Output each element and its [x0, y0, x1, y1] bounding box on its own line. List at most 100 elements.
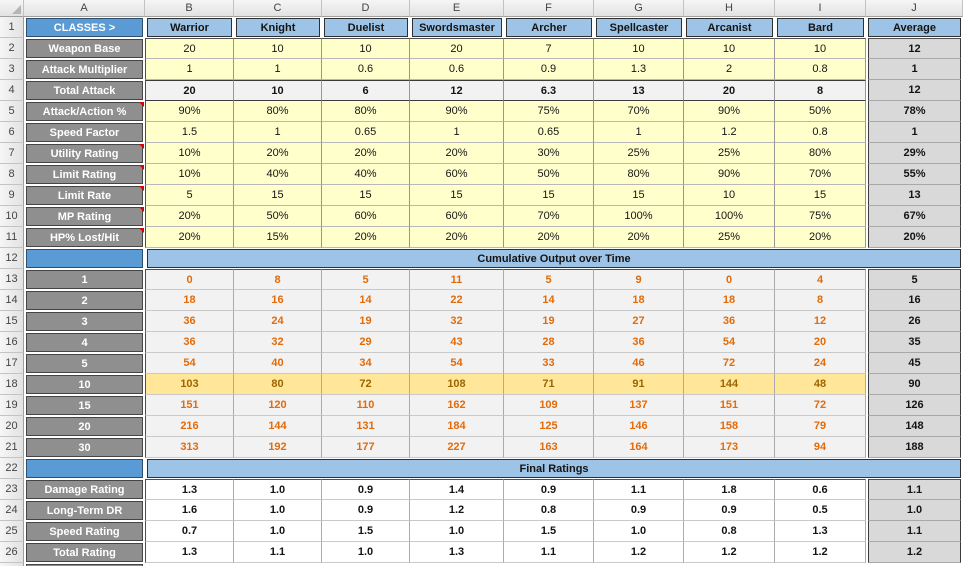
cell-C9[interactable]: 15: [234, 185, 322, 206]
cell-G19[interactable]: 137: [594, 395, 684, 416]
cell-D10[interactable]: 60%: [322, 206, 410, 227]
cell-D20[interactable]: 131: [322, 416, 410, 437]
cell-B23[interactable]: 1.3: [145, 479, 234, 500]
cell-A5[interactable]: Attack/Action %: [24, 101, 145, 122]
cell-F20[interactable]: 125: [504, 416, 594, 437]
cell-E13[interactable]: 11: [410, 269, 504, 290]
cell-B11[interactable]: 20%: [145, 227, 234, 248]
cell-J1[interactable]: Average: [868, 18, 961, 37]
cell-A21[interactable]: 30: [24, 437, 145, 458]
cell-F17[interactable]: 33: [504, 353, 594, 374]
cell-D4[interactable]: 6: [322, 80, 410, 101]
cell-G20[interactable]: 146: [594, 416, 684, 437]
row-header-26[interactable]: 26: [0, 542, 24, 563]
cell-B17[interactable]: 54: [145, 353, 234, 374]
row-header-25[interactable]: 25: [0, 521, 24, 542]
cell-I5[interactable]: 50%: [775, 101, 866, 122]
cell-B26[interactable]: 1.3: [145, 542, 234, 563]
cell-F10[interactable]: 70%: [504, 206, 594, 227]
cell-B10[interactable]: 20%: [145, 206, 234, 227]
cell-C4[interactable]: 10: [234, 80, 322, 101]
cell-B15[interactable]: 36: [145, 311, 234, 332]
row-header-12[interactable]: 12: [0, 248, 24, 269]
cell-E8[interactable]: 60%: [410, 164, 504, 185]
cell-G26[interactable]: 1.2: [594, 542, 684, 563]
cell-F26[interactable]: 1.1: [504, 542, 594, 563]
cell-I11[interactable]: 20%: [775, 227, 866, 248]
cell-B2[interactable]: 20: [145, 38, 234, 59]
cell-J8[interactable]: 55%: [868, 164, 961, 185]
cell-C1[interactable]: Knight: [236, 18, 320, 37]
cell-J18[interactable]: 90: [868, 374, 961, 395]
cell-E10[interactable]: 60%: [410, 206, 504, 227]
row-header-21[interactable]: 21: [0, 437, 24, 458]
cell-J20[interactable]: 148: [868, 416, 961, 437]
column-header-H[interactable]: H: [684, 0, 775, 17]
cell-A2[interactable]: Weapon Base: [24, 38, 145, 59]
cell-C26[interactable]: 1.1: [234, 542, 322, 563]
cell-C20[interactable]: 144: [234, 416, 322, 437]
column-header-C[interactable]: C: [234, 0, 322, 17]
cell-B1[interactable]: Warrior: [147, 18, 232, 37]
cell-D25[interactable]: 1.5: [322, 521, 410, 542]
cell-J25[interactable]: 1.1: [868, 521, 961, 542]
cell-J15[interactable]: 26: [868, 311, 961, 332]
row-header-27[interactable]: [0, 563, 24, 566]
cell-H3[interactable]: 2: [684, 59, 775, 80]
cell-I10[interactable]: 75%: [775, 206, 866, 227]
cell-B5[interactable]: 90%: [145, 101, 234, 122]
cell-J14[interactable]: 16: [868, 290, 961, 311]
cell-C24[interactable]: 1.0: [234, 500, 322, 521]
cell-B6[interactable]: 1.5: [145, 122, 234, 143]
cell-B24[interactable]: 1.6: [145, 500, 234, 521]
cell-F5[interactable]: 75%: [504, 101, 594, 122]
cell-G16[interactable]: 36: [594, 332, 684, 353]
select-all-corner[interactable]: [0, 0, 24, 17]
cell-C6[interactable]: 1: [234, 122, 322, 143]
cell-D11[interactable]: 20%: [322, 227, 410, 248]
cell-I8[interactable]: 70%: [775, 164, 866, 185]
cell-G11[interactable]: 20%: [594, 227, 684, 248]
cell-G2[interactable]: 10: [594, 38, 684, 59]
row-header-3[interactable]: 3: [0, 59, 24, 80]
cell-G14[interactable]: 18: [594, 290, 684, 311]
cell-F13[interactable]: 5: [504, 269, 594, 290]
cell-E23[interactable]: 1.4: [410, 479, 504, 500]
cell-G17[interactable]: 46: [594, 353, 684, 374]
column-header-B[interactable]: B: [145, 0, 234, 17]
cell-J6[interactable]: 1: [868, 122, 961, 143]
cell-D2[interactable]: 10: [322, 38, 410, 59]
cell-C19[interactable]: 120: [234, 395, 322, 416]
cell-E1[interactable]: Swordsmaster: [412, 18, 502, 37]
cell-E20[interactable]: 184: [410, 416, 504, 437]
cell-A11[interactable]: HP% Lost/Hit: [24, 227, 145, 248]
cell-F6[interactable]: 0.65: [504, 122, 594, 143]
row-header-18[interactable]: 18: [0, 374, 24, 395]
cell-E5[interactable]: 90%: [410, 101, 504, 122]
cell-F18[interactable]: 71: [504, 374, 594, 395]
row-header-23[interactable]: 23: [0, 479, 24, 500]
row-header-6[interactable]: 6: [0, 122, 24, 143]
cell-J11[interactable]: 20%: [868, 227, 961, 248]
cell-J9[interactable]: 13: [868, 185, 961, 206]
cell-G18[interactable]: 91: [594, 374, 684, 395]
cell-H21[interactable]: 173: [684, 437, 775, 458]
cell-B3[interactable]: 1: [145, 59, 234, 80]
cell-I13[interactable]: 4: [775, 269, 866, 290]
cell-I14[interactable]: 8: [775, 290, 866, 311]
column-header-F[interactable]: F: [504, 0, 594, 17]
cell-H2[interactable]: 10: [684, 38, 775, 59]
cell-I18[interactable]: 48: [775, 374, 866, 395]
cell-F19[interactable]: 109: [504, 395, 594, 416]
cell-E7[interactable]: 20%: [410, 143, 504, 164]
cell-J23[interactable]: 1.1: [868, 479, 961, 500]
cell-A22[interactable]: [26, 459, 143, 478]
cell-H26[interactable]: 1.2: [684, 542, 775, 563]
cell-H15[interactable]: 36: [684, 311, 775, 332]
row-header-7[interactable]: 7: [0, 143, 24, 164]
cell-C21[interactable]: 192: [234, 437, 322, 458]
cell-J17[interactable]: 45: [868, 353, 961, 374]
cell-A4[interactable]: Total Attack: [24, 80, 145, 101]
cell-H13[interactable]: 0: [684, 269, 775, 290]
cell-A16[interactable]: 4: [24, 332, 145, 353]
